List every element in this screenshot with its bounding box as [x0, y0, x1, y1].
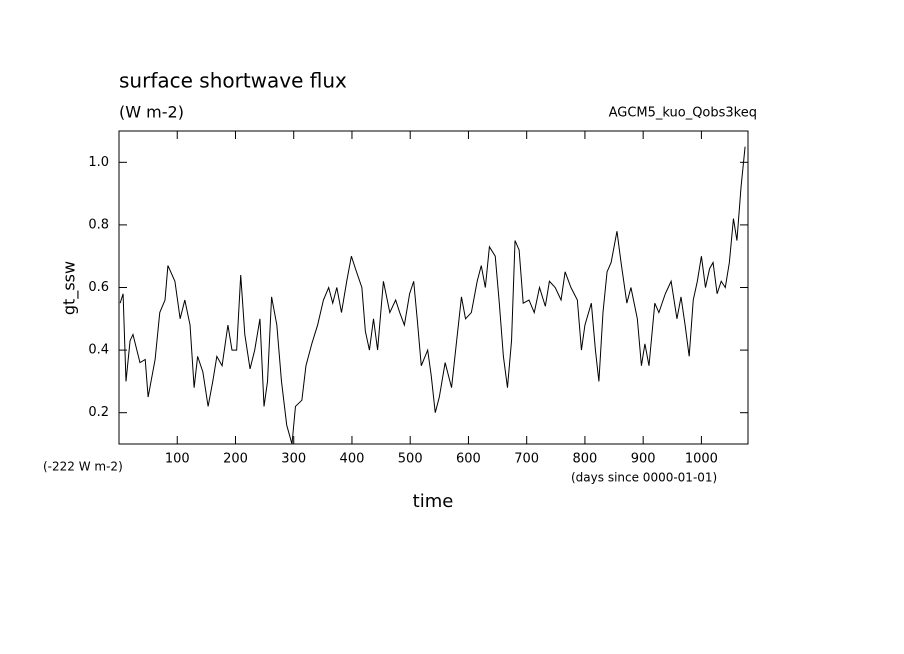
x-tick-label: 400: [340, 452, 365, 467]
x-tick-label: 500: [398, 452, 423, 467]
subtitle: (W m-2): [119, 103, 184, 122]
x-tick-label: 100: [165, 452, 190, 467]
y-tick-label: 0.4: [88, 343, 109, 358]
offset-label: (-222 W m-2): [43, 460, 123, 474]
x-tick-label: 300: [281, 452, 306, 467]
y-tick-label: 0.2: [88, 405, 109, 420]
x-tick-label: 700: [514, 452, 539, 467]
x-tick-label: 800: [573, 452, 598, 467]
chart-title: surface shortwave flux: [119, 69, 347, 93]
x-tick-label: 600: [456, 452, 481, 467]
y-tick-label: 0.6: [88, 280, 109, 295]
x-unit-label: (days since 0000-01-01): [571, 471, 717, 485]
annotation: AGCM5_kuo_Qobs3keq: [609, 106, 757, 121]
x-tick-label: 1000: [685, 452, 718, 467]
x-tick-label: 200: [223, 452, 248, 467]
x-axis-label: time: [413, 491, 454, 512]
data-line: [119, 146, 746, 445]
y-tick-label: 0.8: [88, 217, 109, 232]
y-tick-label: 1.0: [88, 155, 109, 170]
x-tick-label: 900: [631, 452, 656, 467]
y-axis-label: gt_ssw: [60, 261, 80, 315]
